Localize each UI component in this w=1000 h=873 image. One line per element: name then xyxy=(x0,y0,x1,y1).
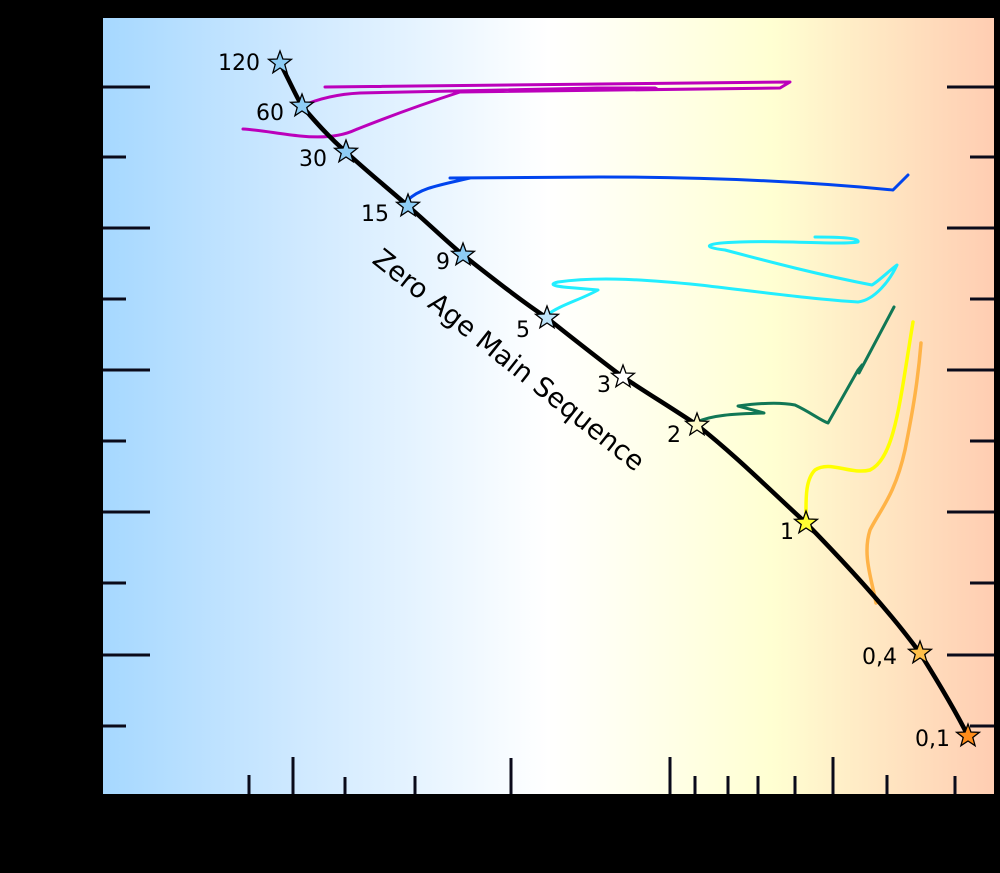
star-marker-120 xyxy=(266,49,294,75)
star-marker-15 xyxy=(394,192,422,218)
mass-labels: 120 60 30 15 9 5 3 2 1 0,4 0,1 xyxy=(218,51,950,752)
y-axis-left-ticks xyxy=(103,85,150,728)
track-2-msun xyxy=(695,305,896,425)
y-axis-right-ticks xyxy=(947,85,994,728)
track-5-msun xyxy=(545,235,899,317)
mass-label-60: 60 xyxy=(256,101,284,126)
mass-label-15: 15 xyxy=(361,202,389,227)
star-marker-2 xyxy=(683,411,711,437)
zams-stars xyxy=(266,49,982,748)
mass-label-1: 1 xyxy=(780,520,794,545)
mass-label-5: 5 xyxy=(516,318,530,343)
track-0-4-msun xyxy=(865,341,923,605)
star-marker-3 xyxy=(609,363,637,389)
star-marker-5 xyxy=(533,304,561,330)
plot-area xyxy=(103,18,994,794)
star-marker-0-1 xyxy=(954,722,982,748)
star-marker-0-4 xyxy=(906,639,934,665)
mass-label-9: 9 xyxy=(436,250,450,275)
mass-label-2: 2 xyxy=(667,423,681,448)
track-1-msun xyxy=(804,320,915,520)
mass-label-30: 30 xyxy=(299,147,327,172)
x-axis-ticks xyxy=(247,757,957,794)
star-marker-60 xyxy=(288,92,316,118)
star-marker-9 xyxy=(449,241,477,267)
mass-label-120: 120 xyxy=(218,51,260,76)
track-15-msun xyxy=(406,173,910,202)
mass-label-3: 3 xyxy=(597,373,611,398)
star-marker-1 xyxy=(792,509,820,535)
mass-label-0-1: 0,1 xyxy=(915,727,950,752)
star-marker-30 xyxy=(332,138,360,164)
mass-label-0-4: 0,4 xyxy=(862,645,897,670)
